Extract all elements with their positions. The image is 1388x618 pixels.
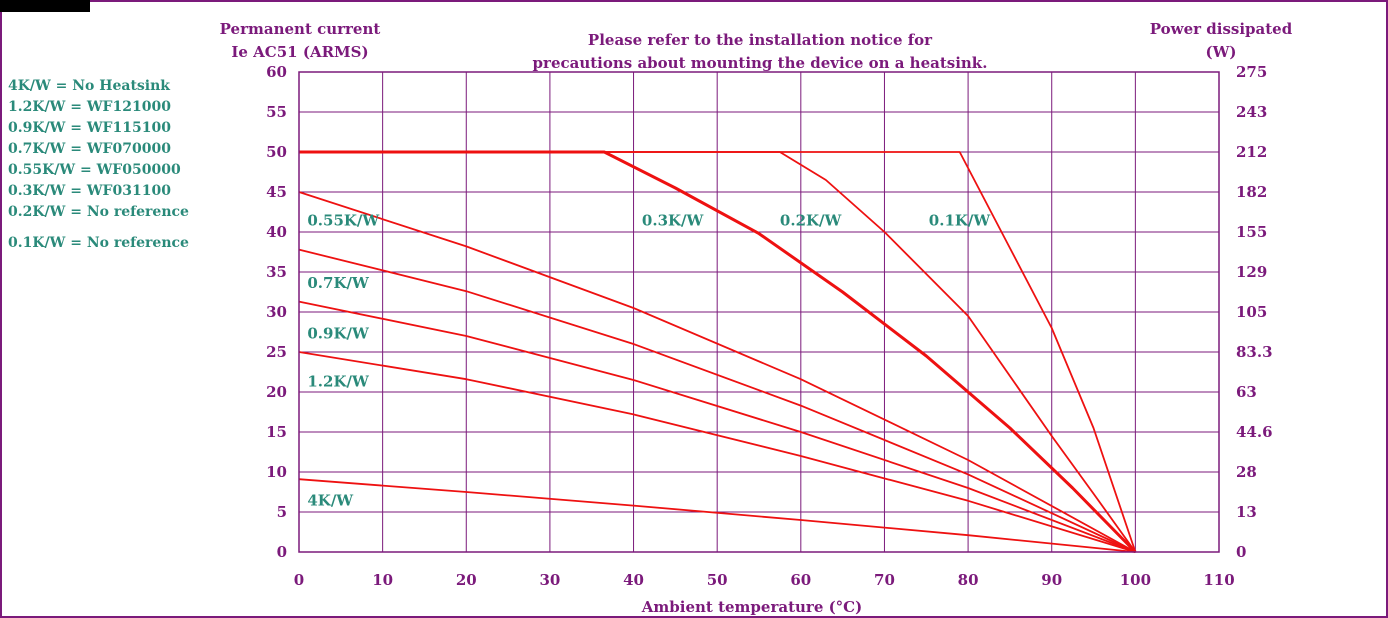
- y-left-tick-label: 0: [277, 543, 287, 561]
- series-label: 0.2K/W: [780, 212, 843, 230]
- series-line-1-2k-w: [298, 351, 1136, 553]
- chart-title-line-1: Please refer to the installation notice …: [588, 31, 933, 49]
- chart-title-line-2: precautions about mounting the device on…: [533, 54, 988, 72]
- series-label: 0.55K/W: [307, 212, 380, 230]
- x-tick-label: 110: [1203, 571, 1234, 589]
- series-label: 0.7K/W: [307, 274, 370, 292]
- series-label: 0.1K/W: [929, 212, 992, 230]
- legend-line: 0.1K/W = No reference: [8, 235, 189, 251]
- y-right-tick-label: 63: [1236, 383, 1257, 401]
- y-right-tick-label: 13: [1236, 503, 1257, 521]
- x-tick-label: 60: [790, 571, 811, 589]
- series-label: 1.2K/W: [307, 372, 370, 390]
- legend-line: 1.2K/W = WF121000: [8, 99, 171, 115]
- y-left-tick-label: 50: [266, 143, 287, 161]
- y-right-tick-label: 212: [1236, 143, 1267, 161]
- series-lines: [298, 150, 1137, 554]
- y-left-tick-label: 5: [277, 503, 287, 521]
- x-tick-label: 0: [294, 571, 304, 589]
- x-tick-label: 50: [707, 571, 728, 589]
- y-right-tick-label: 243: [1236, 103, 1267, 121]
- y-right-tick-label: 44.6: [1236, 423, 1273, 441]
- y-left-tick-label: 55: [266, 103, 287, 121]
- y-right-axis-title-line-1: Power dissipated: [1150, 20, 1293, 38]
- series-line-0-3k-w: [299, 150, 1137, 554]
- y-right-tick-label: 28: [1236, 463, 1257, 481]
- y-left-axis-title-line-2: Ie AC51 (ARMS): [231, 43, 368, 61]
- y-right-tick-label: 182: [1236, 183, 1267, 201]
- y-right-tick-label: 83.3: [1236, 343, 1273, 361]
- legend-line: 0.7K/W = WF070000: [8, 141, 171, 157]
- y-left-tick-label: 25: [266, 343, 287, 361]
- legend-line: 0.2K/W = No reference: [8, 204, 189, 220]
- y-right-tick-label: 0: [1236, 543, 1246, 561]
- x-tick-label: 10: [372, 571, 393, 589]
- series-labels: 4K/W 1.2K/W 0.9K/W 0.7K/W 0.55K/W 0.3K/W 0.2K/…: [307, 212, 991, 510]
- x-tick-label: 30: [539, 571, 560, 589]
- x-axis-title: Ambient temperature (°C): [641, 598, 862, 616]
- series-label: 4K/W: [307, 492, 354, 510]
- series-line-0-9k-w: [298, 300, 1136, 553]
- series-line-0-1k-w: [299, 151, 1137, 553]
- y-right-tick-label: 105: [1236, 303, 1267, 321]
- y-left-tick-label: 30: [266, 303, 287, 321]
- legend-line: 0.3K/W = WF031100: [8, 183, 171, 199]
- x-tick-labels: 0 10 20 30 40 50 60 70 80 90 100 110: [294, 571, 1235, 589]
- x-tick-label: 90: [1041, 571, 1062, 589]
- y-right-tick-label: 275: [1236, 63, 1267, 81]
- heatsink-legend: 4K/W = No Heatsink 1.2K/W = WF121000 0.9…: [8, 78, 189, 251]
- y-left-tick-label: 40: [266, 223, 287, 241]
- horizontal-gridlines: [299, 71, 1219, 553]
- y-left-tick-label: 20: [266, 383, 287, 401]
- series-line-4k-w: [298, 478, 1136, 553]
- plot-area-border: [298, 71, 1220, 553]
- y-left-tick-label: 10: [266, 463, 287, 481]
- y-right-tick-label: 155: [1236, 223, 1267, 241]
- y-right-tick-label: 129: [1236, 263, 1267, 281]
- x-tick-label: 20: [456, 571, 477, 589]
- y-left-tick-labels: 0 5 10 15 20 25 30 35 40 45 50 55 60: [266, 63, 287, 561]
- x-tick-label: 80: [958, 571, 979, 589]
- series-line-0-55k-w: [298, 191, 1136, 553]
- x-tick-label: 70: [874, 571, 895, 589]
- x-tick-label: 100: [1120, 571, 1151, 589]
- legend-line: 4K/W = No Heatsink: [8, 78, 170, 94]
- y-left-tick-label: 15: [266, 423, 287, 441]
- x-tick-label: 40: [623, 571, 644, 589]
- y-right-axis-title-line-2: (W): [1205, 43, 1236, 61]
- y-right-tick-labels: 0 13 28 44.6 63 83.3 105 129 155 182 212 243 275: [1236, 63, 1273, 561]
- legend-line: 0.55K/W = WF050000: [8, 162, 181, 178]
- series-label: 0.3K/W: [642, 212, 705, 230]
- series-label: 0.9K/W: [307, 324, 370, 342]
- corner-block: [0, 0, 90, 12]
- y-left-axis-title-line-1: Permanent current: [220, 20, 381, 38]
- legend-line: 0.9K/W = WF115100: [8, 120, 171, 136]
- y-left-tick-label: 35: [266, 263, 287, 281]
- y-left-tick-label: 60: [266, 63, 287, 81]
- series-line-0-2k-w: [299, 151, 1137, 553]
- series-line-0-7k-w: [298, 248, 1136, 553]
- y-left-tick-label: 45: [266, 183, 287, 201]
